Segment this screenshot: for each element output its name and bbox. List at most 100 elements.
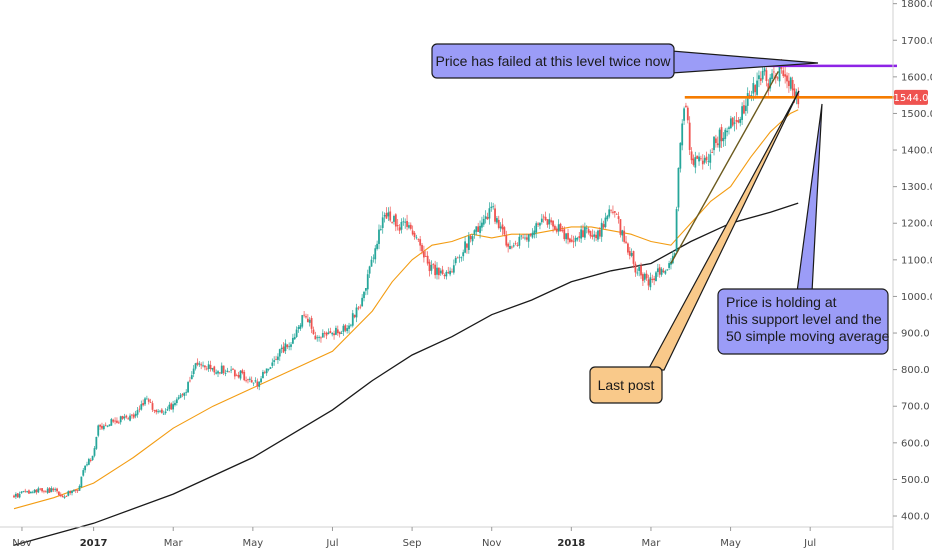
candle-body <box>172 404 174 410</box>
candle-body <box>95 436 98 449</box>
last-post-callout-box <box>589 366 663 404</box>
candle-body <box>709 154 712 163</box>
y-tick-label: 400.0 <box>901 512 930 523</box>
candle-body <box>466 243 468 248</box>
candle-body <box>138 408 141 410</box>
y-tick-label: 1400.0 <box>901 146 932 157</box>
candle-body <box>677 167 680 208</box>
candle-body <box>413 232 416 238</box>
candle-body <box>582 230 584 238</box>
candle-body <box>164 411 167 414</box>
support-callout: Price is holding at this support level a… <box>717 103 890 355</box>
candle-body <box>497 219 500 228</box>
candle-body <box>658 267 661 275</box>
candle-body <box>460 257 463 259</box>
candle-body <box>344 325 347 331</box>
candle-body <box>308 319 311 323</box>
candle-body <box>44 491 47 493</box>
candle-body <box>157 411 160 413</box>
x-tick-label: Mar <box>164 538 184 549</box>
candle-body <box>372 257 375 259</box>
x-tick-label: Jul <box>325 538 338 549</box>
candle-body <box>78 486 81 491</box>
candle-body <box>587 229 590 233</box>
candle-body <box>700 158 702 160</box>
candle-body <box>681 123 684 146</box>
candle-body <box>338 331 341 335</box>
candle-body <box>295 329 298 337</box>
candle-body <box>591 235 594 237</box>
candle-body <box>597 230 599 240</box>
y-tick-label: 1300.0 <box>901 182 932 193</box>
candle-body <box>467 236 470 250</box>
candle-body <box>241 370 244 374</box>
candle-body <box>28 490 30 494</box>
candle-body <box>475 226 478 232</box>
candle-body <box>346 328 349 332</box>
candle-body <box>254 380 257 382</box>
sma50-line <box>13 109 799 510</box>
candle-body <box>396 225 399 227</box>
trendline[interactable] <box>670 71 779 264</box>
candle-body <box>391 222 393 224</box>
candle-body <box>570 239 573 242</box>
candle-body <box>327 332 330 335</box>
candle-body <box>786 75 788 82</box>
candle-body <box>175 399 178 403</box>
candle-body <box>31 492 34 494</box>
candle-body <box>243 371 246 381</box>
candle-body <box>140 404 143 410</box>
candle-body <box>761 70 764 80</box>
candle-body <box>782 70 785 77</box>
candle-body <box>211 367 214 370</box>
x-tick-label: May <box>720 538 741 549</box>
candle-body <box>142 403 145 406</box>
candle-body <box>237 374 240 378</box>
candle-body <box>441 269 444 274</box>
candle-body <box>602 224 605 228</box>
candle-body <box>656 268 659 273</box>
candle-body <box>462 252 465 257</box>
candle-body <box>499 226 502 229</box>
candle-body <box>492 206 495 208</box>
candle-body <box>127 418 130 420</box>
candle-body <box>213 366 216 373</box>
candle-body <box>159 410 161 412</box>
support-callout-line3: 50 simple moving average <box>726 328 890 344</box>
candle-body <box>132 414 135 418</box>
candle-body <box>426 255 429 264</box>
candle-body <box>218 372 221 374</box>
candle-body <box>69 490 72 494</box>
candle-body <box>572 241 575 243</box>
candle-body <box>290 344 292 347</box>
candle-body <box>641 274 644 281</box>
candle-body <box>473 230 476 235</box>
candle-body <box>655 272 657 282</box>
candle-body <box>329 331 332 334</box>
candle-body <box>116 420 118 423</box>
candle-body <box>189 380 191 382</box>
candle-body <box>121 416 124 419</box>
candle-body <box>106 425 109 427</box>
last-post-callout-text: Last post <box>598 377 655 393</box>
candle-body <box>524 237 526 239</box>
candle-body <box>795 91 798 97</box>
candle-body <box>181 394 184 396</box>
candle-body <box>707 160 710 162</box>
candle-body <box>87 459 90 465</box>
candle-body <box>589 231 592 237</box>
candle-body <box>385 212 388 219</box>
candle-body <box>608 209 611 217</box>
candle-body <box>559 223 562 232</box>
candle-body <box>179 394 182 398</box>
candle-body <box>423 251 425 258</box>
candle-body <box>675 209 678 252</box>
candle-body <box>731 117 734 126</box>
candle-body <box>555 228 558 232</box>
candle-body <box>303 314 306 316</box>
x-tick-label: May <box>243 538 264 549</box>
candle-body <box>364 288 367 291</box>
candle-body <box>600 222 603 237</box>
candle-body <box>445 271 448 277</box>
